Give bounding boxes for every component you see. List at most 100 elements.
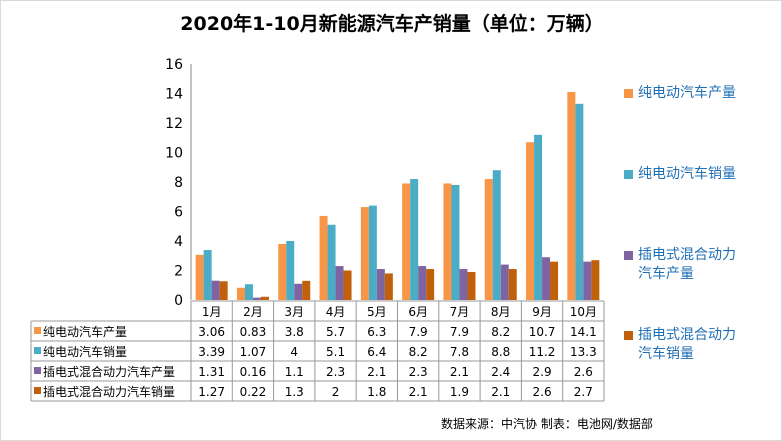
data-label: 2.6 bbox=[574, 365, 593, 379]
bar-3-10月 bbox=[583, 261, 592, 300]
bar-4-2月 bbox=[260, 296, 269, 300]
category-label: 6月 bbox=[408, 305, 428, 319]
table-series-name: 纯电动汽车销量 bbox=[43, 344, 127, 359]
data-label: 0.83 bbox=[240, 325, 267, 339]
bar-4-5月 bbox=[384, 273, 393, 300]
data-label: 2.1 bbox=[367, 365, 386, 379]
y-tick-label: 12 bbox=[165, 116, 183, 132]
bar-2-7月 bbox=[451, 184, 460, 300]
category-label: 4月 bbox=[326, 305, 346, 319]
data-label: 3.39 bbox=[198, 345, 225, 359]
bar-4-10月 bbox=[591, 260, 600, 300]
bar-4-9月 bbox=[550, 261, 559, 300]
bar-1-9月 bbox=[526, 142, 535, 300]
y-tick-label: 14 bbox=[165, 87, 183, 103]
data-label: 8.2 bbox=[409, 345, 428, 359]
data-label: 14.1 bbox=[570, 325, 597, 339]
bar-2-2月 bbox=[244, 284, 253, 300]
bar-2-6月 bbox=[410, 179, 419, 300]
bar-3-2月 bbox=[252, 297, 261, 300]
data-label: 5.1 bbox=[326, 345, 345, 359]
legend-label: 纯电动汽车销量 bbox=[638, 166, 736, 182]
data-label: 2 bbox=[332, 385, 340, 399]
data-label: 1.07 bbox=[240, 345, 267, 359]
bar-2-4月 bbox=[327, 224, 336, 300]
data-label: 1.1 bbox=[285, 365, 304, 379]
legend-swatch bbox=[624, 89, 633, 98]
data-label: 1.31 bbox=[198, 365, 225, 379]
legend-item: 纯电动汽车产量 bbox=[624, 84, 736, 103]
data-label: 2.1 bbox=[409, 385, 428, 399]
bar-3-6月 bbox=[418, 266, 427, 300]
data-label: 7.8 bbox=[450, 345, 469, 359]
data-label: 6.3 bbox=[367, 325, 386, 339]
legend-label: 纯电动汽车产量 bbox=[638, 85, 736, 101]
data-label: 2.1 bbox=[491, 385, 510, 399]
data-label: 3.06 bbox=[198, 325, 225, 339]
table-legend-swatch bbox=[34, 347, 41, 354]
category-label: 3月 bbox=[284, 305, 304, 319]
bar-3-4月 bbox=[335, 266, 344, 300]
data-label: 10.7 bbox=[529, 325, 556, 339]
data-label: 13.3 bbox=[570, 345, 597, 359]
data-label: 2.4 bbox=[491, 365, 510, 379]
y-tick-label: 6 bbox=[174, 205, 183, 221]
bar-2-10月 bbox=[575, 103, 584, 300]
bar-1-3月 bbox=[278, 243, 287, 300]
bar-1-6月 bbox=[402, 183, 411, 300]
bar-3-9月 bbox=[542, 257, 551, 300]
bar-1-2月 bbox=[236, 287, 245, 300]
bar-3-7月 bbox=[459, 269, 468, 300]
legend-swatch bbox=[624, 331, 633, 340]
source-note: 数据来源：中汽协 制表：电池网/数据部 bbox=[441, 417, 653, 431]
data-label: 0.16 bbox=[240, 365, 267, 379]
data-label: 8.8 bbox=[491, 345, 510, 359]
category-label: 2月 bbox=[243, 305, 263, 319]
legend-item: 插电式混合动力 汽车产量 bbox=[624, 246, 736, 284]
bar-4-3月 bbox=[302, 280, 311, 300]
table-legend-swatch bbox=[34, 327, 41, 334]
legend-swatch bbox=[624, 251, 633, 260]
data-label: 2.3 bbox=[326, 365, 345, 379]
table-series-name: 纯电动汽车产量 bbox=[43, 324, 127, 339]
category-label: 7月 bbox=[450, 305, 470, 319]
bar-1-4月 bbox=[319, 215, 328, 300]
data-label: 4 bbox=[290, 345, 298, 359]
legend-swatch bbox=[624, 170, 633, 179]
data-label: 7.9 bbox=[409, 325, 428, 339]
category-label: 1月 bbox=[202, 305, 222, 319]
data-label: 5.7 bbox=[326, 325, 345, 339]
bar-2-1月 bbox=[203, 249, 212, 300]
category-label: 9月 bbox=[532, 305, 552, 319]
bar-4-8月 bbox=[508, 269, 517, 300]
legend-item: 插电式混合动力 汽车销量 bbox=[624, 326, 736, 364]
data-label: 11.2 bbox=[529, 345, 556, 359]
bar-1-1月 bbox=[195, 254, 204, 300]
data-label: 2.3 bbox=[409, 365, 428, 379]
bar-3-5月 bbox=[376, 269, 385, 300]
data-label: 6.4 bbox=[367, 345, 386, 359]
data-label: 7.9 bbox=[450, 325, 469, 339]
data-label: 0.22 bbox=[240, 385, 267, 399]
legend-item: 纯电动汽车销量 bbox=[624, 165, 736, 184]
legend-label: 汽车销量 bbox=[638, 346, 694, 362]
bar-1-7月 bbox=[443, 183, 452, 300]
data-label: 1.8 bbox=[367, 385, 386, 399]
bar-3-1月 bbox=[211, 280, 220, 300]
bar-2-3月 bbox=[286, 241, 295, 300]
y-tick-label: 4 bbox=[174, 234, 183, 250]
bar-4-1月 bbox=[219, 281, 228, 300]
bar-1-5月 bbox=[360, 207, 369, 300]
legend-label: 汽车产量 bbox=[638, 266, 694, 282]
bar-4-6月 bbox=[426, 269, 435, 300]
data-label: 2.6 bbox=[533, 385, 552, 399]
y-tick-label: 16 bbox=[165, 57, 183, 73]
legend-label: 插电式混合动力 bbox=[638, 247, 736, 263]
category-label: 8月 bbox=[491, 305, 511, 319]
table-series-name: 插电式混合动力汽车销量 bbox=[43, 384, 175, 399]
table-series-name: 插电式混合动力汽车产量 bbox=[43, 364, 175, 379]
bar-1-8月 bbox=[484, 179, 493, 300]
bar-3-3月 bbox=[294, 283, 303, 300]
data-label: 1.3 bbox=[285, 385, 304, 399]
